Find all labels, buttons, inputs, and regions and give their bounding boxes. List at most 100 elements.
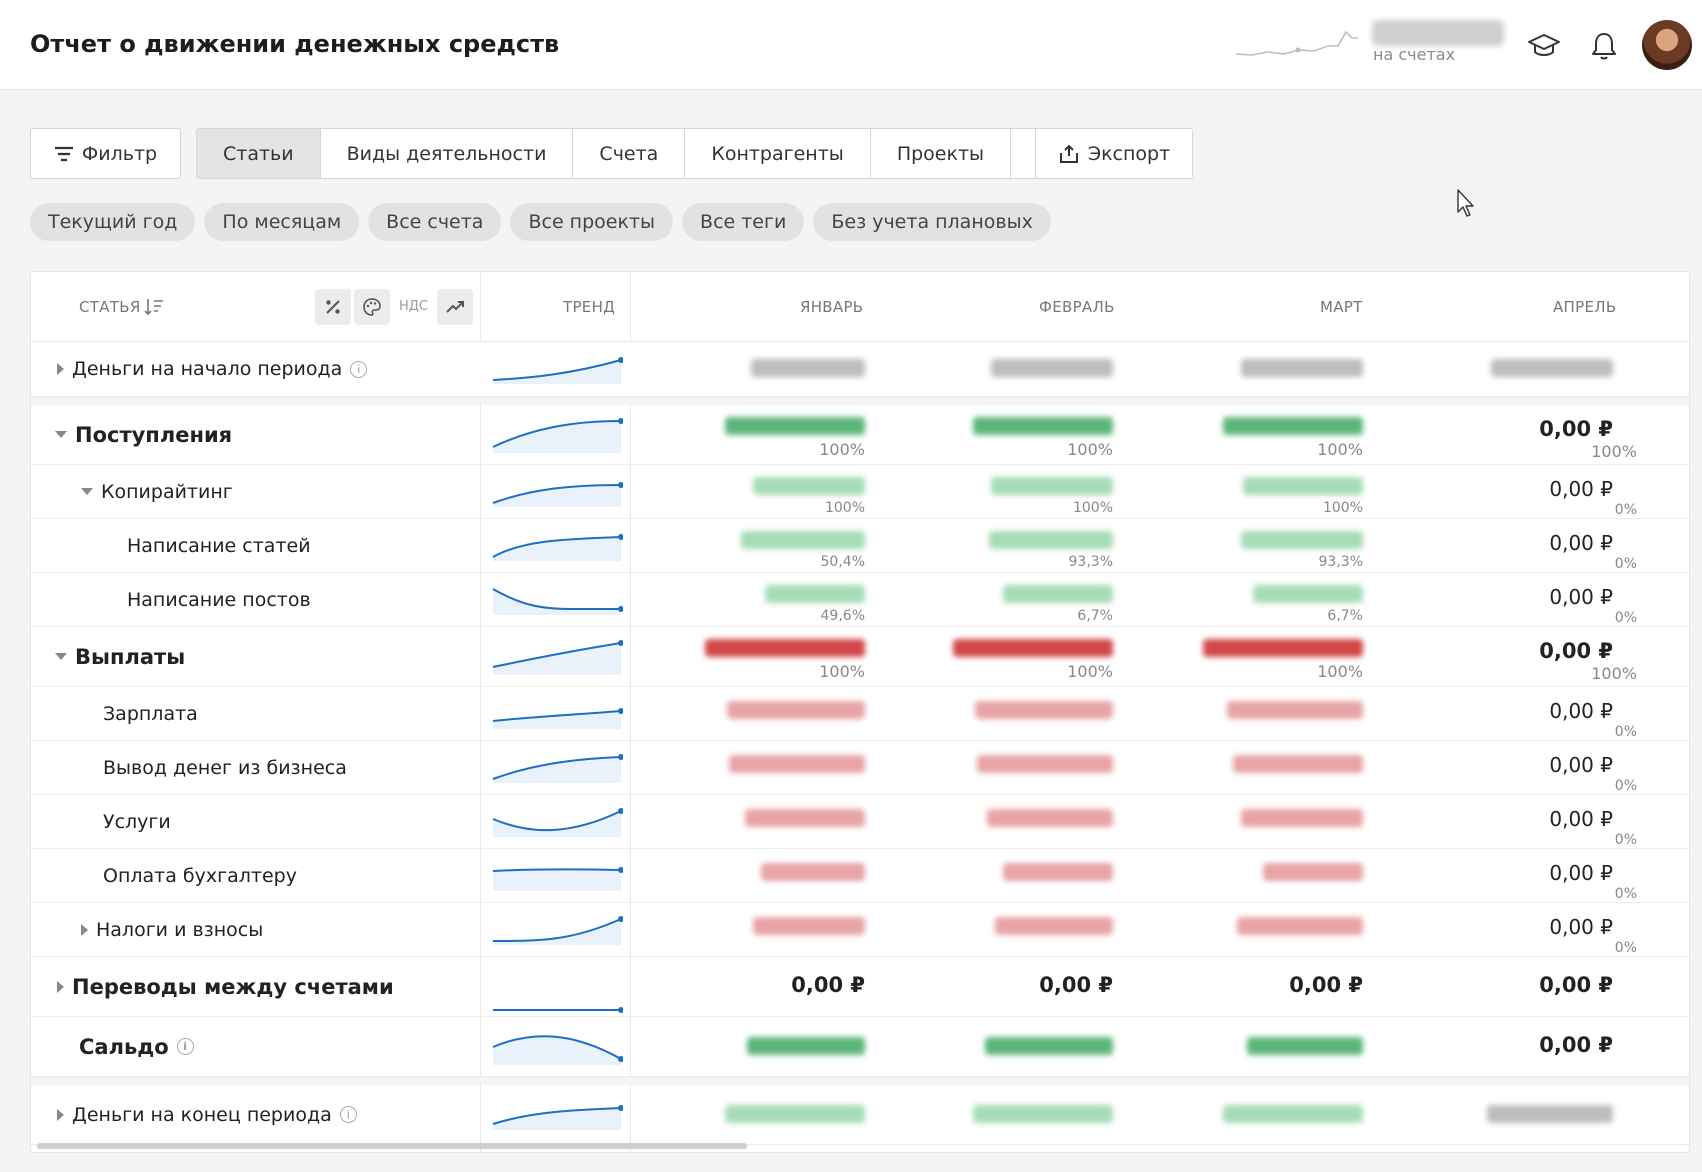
graduation-cap-icon[interactable] xyxy=(1526,28,1562,64)
chip-grouping[interactable]: По месяцам xyxy=(204,203,360,241)
cell-feb-value: 0,00 ₽ xyxy=(1039,973,1113,997)
table-row[interactable]: Деньги на конец периода i xyxy=(31,1085,1689,1145)
table-row[interactable]: Копирайтинг 100% 100% 100% 0,00 ₽0% xyxy=(31,465,1689,519)
chip-accounts[interactable]: Все счета xyxy=(368,203,502,241)
row-label: Выплаты xyxy=(75,644,186,669)
table-row[interactable]: Налоги и взносы 0,00 ₽0% xyxy=(31,903,1689,957)
column-header-february: ФЕВРАЛЬ xyxy=(1039,298,1115,316)
hidden-amount xyxy=(973,1105,1113,1123)
avatar[interactable] xyxy=(1642,20,1692,70)
chip-period[interactable]: Текущий год xyxy=(30,203,196,241)
info-icon[interactable]: i xyxy=(339,1106,357,1123)
cell-apr: 0,00 ₽100% xyxy=(1539,639,1637,683)
tab-counterparties[interactable]: Контрагенты xyxy=(685,129,871,178)
horizontal-scrollbar[interactable] xyxy=(37,1143,747,1149)
tab-articles-label: Статьи xyxy=(223,142,294,165)
cell-jan: 100% xyxy=(705,639,865,681)
cell-jan xyxy=(747,1037,865,1059)
hidden-amount xyxy=(1263,863,1363,881)
tab-accounts[interactable]: Счета xyxy=(573,129,686,178)
chip-planned[interactable]: Без учета плановых xyxy=(813,203,1051,241)
trend-sparkline xyxy=(492,417,623,453)
palette-toggle[interactable] xyxy=(354,289,390,325)
tab-activity-types[interactable]: Виды деятельности xyxy=(321,129,574,178)
percent-toggle[interactable] xyxy=(315,289,351,325)
cell-feb xyxy=(1003,863,1113,885)
hidden-amount xyxy=(745,809,865,827)
chip-projects[interactable]: Все проекты xyxy=(510,203,674,241)
cell-apr-value: 0,00 ₽ xyxy=(1549,477,1613,501)
trend-sparkline xyxy=(492,866,623,891)
cell-jan: 0,00 ₽ xyxy=(791,973,865,997)
collapse-caret-icon[interactable] xyxy=(55,653,67,660)
hidden-amount xyxy=(753,917,865,935)
hidden-amount xyxy=(1237,917,1363,935)
filter-button[interactable]: Фильтр xyxy=(30,128,181,179)
hidden-amount xyxy=(989,531,1113,549)
percent-icon xyxy=(326,300,340,314)
cell-apr-percent: 0% xyxy=(1614,610,1637,626)
table-row[interactable]: Сальдо i 0,00 ₽ xyxy=(31,1017,1689,1077)
report-table: СТАТЬЯ НДС ТРЕНД ЯНВАРЬ ФЕВРАЛЬ МАРТ АПР… xyxy=(30,271,1690,1153)
cell-jan-percent: 49,6% xyxy=(820,608,865,624)
expand-caret-icon[interactable] xyxy=(57,980,64,993)
row-label-group: Сальдо i xyxy=(79,1035,194,1059)
cell-feb: 0,00 ₽ xyxy=(1039,973,1113,997)
cell-feb: 100% xyxy=(991,477,1113,516)
table-row[interactable]: Деньги на начало периода i xyxy=(31,342,1689,397)
column-header-trend: ТРЕНД xyxy=(563,298,616,316)
chip-tags[interactable]: Все теги xyxy=(682,203,805,241)
collapse-caret-icon[interactable] xyxy=(55,431,67,438)
info-icon[interactable]: i xyxy=(350,360,368,378)
hidden-amount xyxy=(991,477,1113,495)
expand-caret-icon[interactable] xyxy=(57,363,64,375)
cell-jan xyxy=(727,701,865,723)
cell-mar-percent: 6,7% xyxy=(1327,608,1363,624)
mouse-cursor-icon xyxy=(1457,189,1474,217)
cell-apr: 0,00 ₽0% xyxy=(1549,753,1637,794)
table-row[interactable]: Услуги 0,00 ₽0% xyxy=(31,795,1689,849)
bell-icon[interactable] xyxy=(1586,28,1622,64)
info-icon[interactable]: i xyxy=(176,1038,194,1055)
cell-jan: 50,4% xyxy=(741,531,865,570)
export-label: Экспорт xyxy=(1087,142,1171,165)
expand-caret-icon[interactable] xyxy=(81,923,88,936)
table-row[interactable]: Написание постов 49,6% 6,7% 6,7% 0,00 ₽0… xyxy=(31,573,1689,627)
hidden-amount xyxy=(991,359,1113,377)
table-row[interactable]: Выплаты 100% 100% 100% 0,00 ₽100% xyxy=(31,627,1689,687)
cell-apr-percent: 0% xyxy=(1614,832,1637,848)
table-row[interactable]: Переводы между счетами 0,00 ₽ 0,00 ₽ 0,0… xyxy=(31,957,1689,1017)
tab-projects[interactable]: Проекты xyxy=(871,129,1012,178)
cell-apr-value: 0,00 ₽ xyxy=(1539,417,1613,441)
table-row[interactable]: Написание статей 50,4% 93,3% 93,3% 0,00 … xyxy=(31,519,1689,573)
vat-toggle[interactable]: НДС xyxy=(399,299,429,314)
collapse-caret-icon[interactable] xyxy=(81,488,93,495)
cell-mar: 6,7% xyxy=(1253,585,1363,624)
cell-feb: 6,7% xyxy=(1003,585,1113,624)
column-header-march: МАРТ xyxy=(1320,298,1363,316)
export-button[interactable]: Экспорт xyxy=(1035,128,1193,179)
balance-amount-hidden xyxy=(1372,20,1504,46)
table-row[interactable]: Поступления 100% 100% 100% 0,00 ₽100% xyxy=(31,405,1689,465)
trend-sparkline xyxy=(492,807,623,837)
cell-feb-percent: 100% xyxy=(1067,662,1113,681)
trend-sparkline xyxy=(492,481,623,507)
table-row[interactable]: Оплата бухгалтеру 0,00 ₽0% xyxy=(31,849,1689,903)
cell-apr xyxy=(1491,359,1613,381)
table-row[interactable]: Вывод денег из бизнеса 0,00 ₽0% xyxy=(31,741,1689,795)
cell-jan xyxy=(753,917,865,939)
tab-activity-types-label: Виды деятельности xyxy=(346,142,547,165)
cell-mar-percent: 100% xyxy=(1322,500,1363,516)
sort-icon[interactable] xyxy=(143,296,165,318)
hidden-amount xyxy=(765,585,865,603)
tab-articles[interactable]: Статьи xyxy=(197,129,321,178)
expand-caret-icon[interactable] xyxy=(57,1108,64,1121)
cell-feb xyxy=(991,359,1113,381)
table-row[interactable]: Зарплата 0,00 ₽0% xyxy=(31,687,1689,741)
trend-toggle[interactable] xyxy=(437,289,473,325)
hidden-amount xyxy=(987,809,1113,827)
cell-jan-percent: 100% xyxy=(819,440,865,459)
trend-sparkline xyxy=(492,357,623,384)
row-label-group: Выплаты xyxy=(55,645,185,669)
cell-jan: 49,6% xyxy=(765,585,865,624)
